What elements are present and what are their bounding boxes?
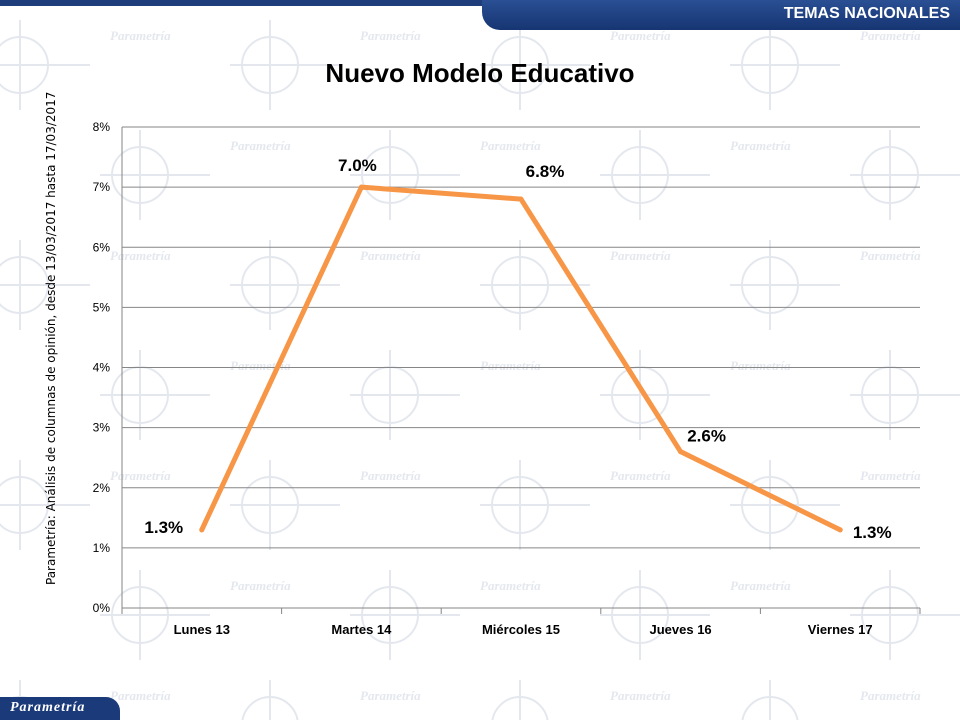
watermark-text: Parametría [110, 468, 171, 483]
data-point [358, 184, 364, 190]
data-point [678, 449, 684, 455]
x-tick-label: Miércoles 15 [482, 622, 560, 637]
watermark-text: Parametría [480, 578, 541, 593]
y-tick-label: 0% [93, 601, 111, 615]
section-label: TEMAS NACIONALES [783, 5, 950, 22]
watermark-text: Parametría [110, 248, 171, 263]
data-point [837, 527, 843, 533]
watermark-text: Parametría [110, 28, 171, 43]
brand-logo: Parametría [10, 700, 86, 715]
series-line [199, 184, 843, 533]
data-point [518, 196, 524, 202]
watermark-text: Parametría [360, 688, 421, 703]
header-band [0, 0, 960, 6]
y-tick-label: 1% [93, 541, 111, 555]
watermark-text: Parametría [480, 138, 541, 153]
y-tick-label: 3% [93, 421, 111, 435]
watermark-text: Parametría [230, 138, 291, 153]
y-tick-label: 8% [93, 120, 111, 134]
chart-title: Nuevo Modelo Educativo [325, 58, 635, 88]
y-tick-label: 4% [93, 361, 111, 375]
watermark-text: Parametría [730, 138, 791, 153]
watermark-text: Parametría [730, 578, 791, 593]
watermark-text: Parametría [110, 688, 171, 703]
watermark-text: Parametría [360, 468, 421, 483]
watermark-text: Parametría [360, 28, 421, 43]
y-tick-label: 2% [93, 481, 111, 495]
data-label: 1.3% [144, 518, 183, 537]
data-label: 2.6% [687, 427, 726, 446]
watermark-text: Parametría [860, 28, 921, 43]
x-tick-label: Jueves 16 [650, 622, 712, 637]
x-tick-label: Viernes 17 [808, 622, 873, 637]
data-label: 6.8% [526, 162, 565, 181]
watermark-text: Parametría [610, 468, 671, 483]
data-label: 1.3% [853, 523, 892, 542]
section-tab: TEMAS NACIONALES [482, 0, 960, 30]
watermark-text: Parametría [860, 468, 921, 483]
y-tick-label: 6% [93, 240, 111, 254]
x-tick-label: Martes 14 [331, 622, 392, 637]
watermark-text: Parametría [360, 248, 421, 263]
watermark-text: Parametría [860, 688, 921, 703]
x-tick-label: Lunes 13 [174, 622, 230, 637]
y-tick-label: 5% [93, 300, 111, 314]
watermark-text: Parametría [230, 578, 291, 593]
y-tick-label: 7% [93, 180, 111, 194]
watermark-text: Parametría [860, 248, 921, 263]
watermark-text: Parametría [480, 358, 541, 373]
brand-logo-bar: Parametría [0, 697, 120, 720]
watermark-text: Parametría [610, 688, 671, 703]
watermark-text: Parametría [610, 248, 671, 263]
watermark-text: Parametría [610, 28, 671, 43]
data-label: 7.0% [338, 156, 377, 175]
data-point [199, 527, 205, 533]
watermark-text: Parametría [730, 358, 791, 373]
